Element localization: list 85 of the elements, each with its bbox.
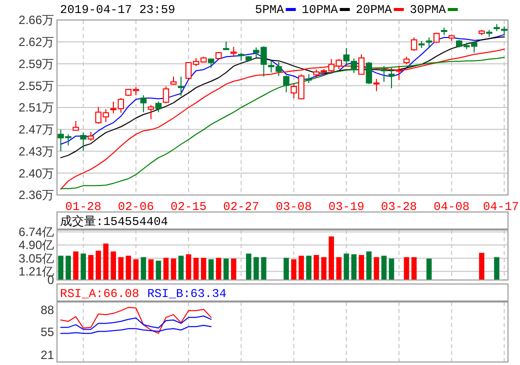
bar xyxy=(186,254,192,280)
x-tick-label: 02-27 xyxy=(223,200,260,214)
series-label: RSI_A:66.08 xyxy=(60,287,140,301)
bar xyxy=(291,259,296,280)
bar xyxy=(110,251,116,280)
bar xyxy=(80,254,86,280)
bar xyxy=(208,259,214,280)
bar xyxy=(223,258,229,280)
bar xyxy=(140,257,146,280)
candlestick xyxy=(178,76,184,96)
bar xyxy=(321,257,326,280)
bar xyxy=(298,256,304,280)
bar xyxy=(58,256,64,280)
bar xyxy=(178,256,184,280)
y-tick-label: 2.40万 xyxy=(18,166,54,180)
y-tick-label: 2.55万 xyxy=(18,78,54,93)
bar xyxy=(479,252,484,280)
bar xyxy=(426,258,432,280)
bar xyxy=(246,254,252,280)
candlestick xyxy=(388,67,395,89)
y-tick-label: 2.47万 xyxy=(18,122,54,137)
bar xyxy=(314,255,319,280)
bar xyxy=(103,244,108,280)
bar xyxy=(193,258,199,280)
bar xyxy=(163,258,169,280)
bar xyxy=(374,257,380,280)
legend-label: 30PMA xyxy=(410,3,447,17)
candlestick xyxy=(170,76,177,85)
bar xyxy=(388,258,394,280)
line-series xyxy=(60,324,212,334)
line-series xyxy=(60,306,212,334)
x-tick-label: 03-28 xyxy=(381,200,418,214)
x-tick-label: 04-17 xyxy=(482,200,520,214)
y-tick-label: 21 xyxy=(40,348,54,362)
chart-title: 成交量:154554404 xyxy=(60,214,168,229)
line-series xyxy=(60,316,212,330)
bar xyxy=(133,259,139,280)
bar xyxy=(366,251,372,280)
bar xyxy=(358,255,364,280)
y-tick-label: 2.62万 xyxy=(18,35,54,50)
bar xyxy=(126,256,132,280)
y-tick-label: 2.59万 xyxy=(18,56,54,71)
x-tick-label: 01-28 xyxy=(65,200,102,214)
x-tick-label: 02-06 xyxy=(118,200,154,214)
y-tick-label: 2.66万 xyxy=(18,13,54,28)
bar xyxy=(96,250,101,280)
bar xyxy=(336,257,342,280)
bar xyxy=(88,255,94,280)
bar xyxy=(73,251,78,280)
bar xyxy=(170,258,176,280)
y-tick-label: 3.05亿 xyxy=(18,251,54,266)
bar xyxy=(306,256,312,280)
bar xyxy=(381,256,387,280)
x-tick-label: 02-15 xyxy=(170,200,207,214)
bar xyxy=(231,258,236,280)
bar xyxy=(284,258,289,280)
y-tick-label: 2.36万 xyxy=(18,188,54,202)
legend-label: 10PMA xyxy=(302,3,339,17)
chart-title: 2019-04-17 23:59 xyxy=(60,3,176,17)
bar xyxy=(156,260,162,280)
bar xyxy=(66,256,71,280)
y-tick-label: 6.74亿 xyxy=(18,225,54,240)
y-tick-label: 55 xyxy=(40,325,54,340)
bar xyxy=(148,259,154,280)
bar xyxy=(118,257,124,280)
series-label: RSI_B:63.34 xyxy=(147,287,226,301)
legend-label: 20PMA xyxy=(356,3,393,17)
x-tick-label: 03-19 xyxy=(328,200,364,214)
bar xyxy=(200,258,206,280)
y-tick-label: 4.90亿 xyxy=(18,238,54,252)
bar xyxy=(261,257,266,280)
legend-label: 5PMA xyxy=(255,3,285,17)
bar xyxy=(328,236,334,280)
x-tick-label: 04-08 xyxy=(434,200,470,214)
y-tick-label: 2.43万 xyxy=(18,144,54,158)
bar xyxy=(494,257,500,280)
bar xyxy=(216,258,222,280)
bar xyxy=(351,254,357,280)
bar xyxy=(344,254,350,280)
bar xyxy=(411,257,417,280)
y-tick-label: 2.51万 xyxy=(18,100,54,115)
bar xyxy=(404,257,410,280)
bar xyxy=(254,257,259,280)
x-tick-label: 03-08 xyxy=(276,200,312,214)
y-tick-label: 88 xyxy=(40,303,54,318)
